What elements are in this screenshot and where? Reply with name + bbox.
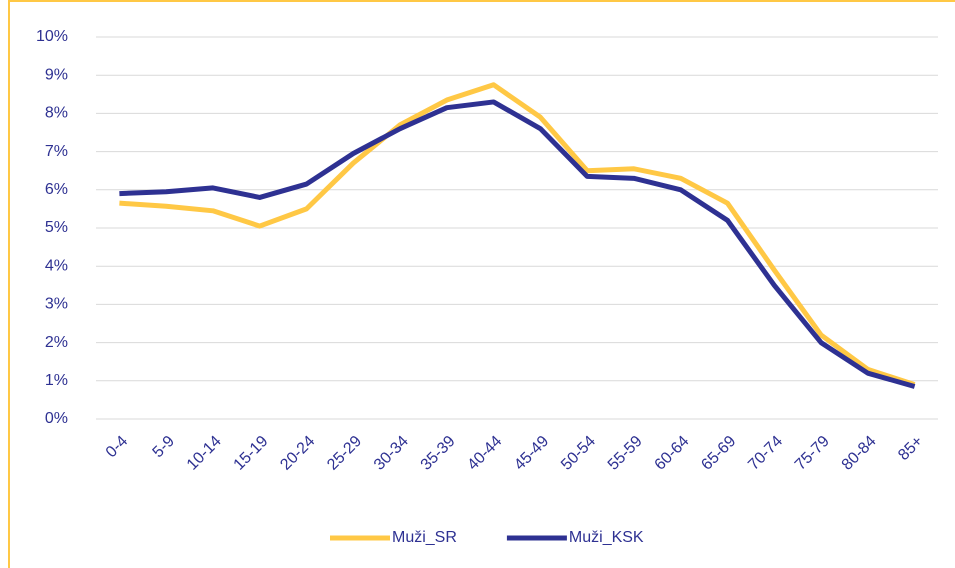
x-tick-label: 25-29: [324, 433, 365, 474]
x-tick-label: 45-49: [511, 433, 552, 474]
x-tick-label: 0-4: [103, 433, 131, 461]
x-tick-label: 55-59: [605, 433, 646, 474]
x-tick-label: 30-34: [371, 433, 412, 474]
x-tick-label: 70-74: [745, 433, 786, 474]
y-tick-label: 8%: [45, 105, 68, 122]
x-tick-label: 20-24: [277, 433, 318, 474]
y-tick-label: 1%: [45, 372, 68, 389]
x-tick-label: 15-19: [231, 433, 272, 474]
y-tick-label: 10%: [36, 28, 68, 45]
x-tick-label: 65-69: [698, 433, 739, 474]
x-tick-label: 85+: [895, 433, 926, 464]
x-tick-label: 60-64: [652, 433, 693, 474]
y-tick-label: 0%: [45, 410, 68, 427]
x-tick-label: 80-84: [839, 433, 880, 474]
x-tick-label: 10-14: [184, 433, 225, 474]
y-tick-label: 4%: [45, 257, 68, 274]
y-tick-label: 3%: [45, 296, 68, 313]
x-tick-label: 35-39: [418, 433, 459, 474]
line-series: [119, 99, 916, 389]
chart-frame: [8, 0, 955, 568]
x-tick-label: 5-9: [150, 433, 178, 461]
y-tick-label: 6%: [45, 181, 68, 198]
x-tick-label: 40-44: [464, 433, 505, 474]
line-series: [119, 82, 916, 387]
y-tick-label: 2%: [45, 334, 68, 351]
y-tick-label: 9%: [45, 66, 68, 83]
legend-label: Muži_SR: [392, 529, 457, 546]
y-tick-label: 5%: [45, 219, 68, 236]
legend-label: Muži_KSK: [569, 529, 644, 546]
y-tick-label: 7%: [45, 143, 68, 160]
x-tick-label: 75-79: [792, 433, 833, 474]
x-tick-label: 50-54: [558, 433, 599, 474]
